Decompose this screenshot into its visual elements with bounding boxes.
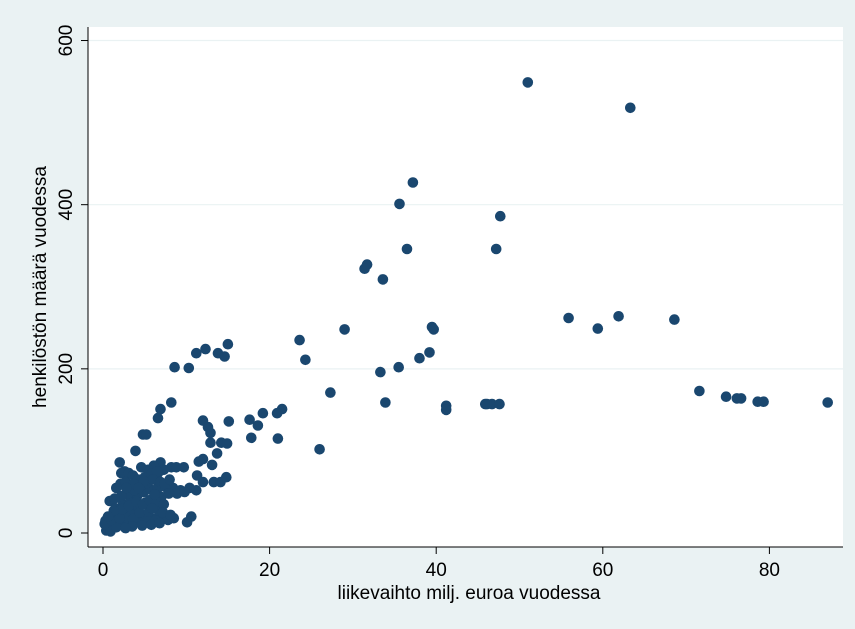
data-point xyxy=(294,334,305,346)
grid-lines xyxy=(88,39,843,370)
x-tick-label: 20 xyxy=(259,560,280,581)
data-point xyxy=(206,459,218,471)
data-point xyxy=(146,519,157,531)
data-point xyxy=(154,517,165,529)
data-point xyxy=(393,361,405,373)
data-point xyxy=(163,488,175,499)
x-tick-label: 80 xyxy=(759,560,780,581)
data-point xyxy=(141,429,152,440)
data-points xyxy=(99,77,833,537)
data-point xyxy=(171,462,182,473)
x-tick-label: 0 xyxy=(98,560,109,581)
data-point xyxy=(401,243,413,255)
data-point xyxy=(625,102,636,114)
data-point xyxy=(165,509,176,521)
data-point xyxy=(494,398,505,410)
data-point xyxy=(339,324,350,335)
data-point xyxy=(133,482,145,494)
data-point xyxy=(375,366,386,378)
data-point xyxy=(246,432,257,444)
data-point xyxy=(121,482,132,494)
x-axis-ticks: 0 20 40 60 80 xyxy=(98,547,780,581)
data-point xyxy=(120,522,131,534)
data-point xyxy=(563,312,574,324)
data-point xyxy=(191,347,202,359)
x-tick-label: 40 xyxy=(426,560,447,581)
data-point xyxy=(158,499,170,510)
data-point xyxy=(758,396,769,408)
data-point xyxy=(244,414,255,426)
data-point xyxy=(130,445,141,457)
data-point xyxy=(481,398,493,410)
data-point xyxy=(257,407,269,419)
data-point xyxy=(219,351,230,362)
data-point xyxy=(178,462,190,473)
data-point xyxy=(197,476,209,488)
data-point xyxy=(169,361,180,373)
y-tick-label: 600 xyxy=(56,25,77,57)
data-point xyxy=(407,177,419,188)
data-point xyxy=(221,438,233,449)
data-point xyxy=(179,486,190,498)
data-point xyxy=(694,385,705,397)
data-point xyxy=(325,387,336,398)
data-point xyxy=(193,456,205,467)
data-point xyxy=(221,471,232,483)
x-axis-title: liikevaihto milj. euroa vuodessa xyxy=(338,583,601,604)
data-point xyxy=(300,354,311,366)
data-point xyxy=(149,489,160,500)
data-point xyxy=(440,404,452,416)
data-point xyxy=(211,448,223,459)
data-point xyxy=(495,210,506,222)
data-point xyxy=(394,198,405,210)
data-point xyxy=(424,347,435,358)
data-point xyxy=(183,362,195,374)
data-point xyxy=(205,427,216,439)
data-point xyxy=(592,323,604,334)
plot-area xyxy=(88,27,843,547)
data-point xyxy=(522,77,534,88)
data-point xyxy=(181,517,193,528)
data-point xyxy=(822,397,833,408)
data-point xyxy=(146,503,158,514)
data-point xyxy=(272,433,284,444)
data-point xyxy=(155,403,166,415)
data-point xyxy=(252,420,264,431)
data-point xyxy=(191,485,202,496)
data-point xyxy=(735,393,747,404)
data-point xyxy=(166,397,177,408)
data-point xyxy=(720,391,732,403)
data-point xyxy=(134,507,145,518)
data-point xyxy=(223,416,235,427)
data-point xyxy=(669,314,680,325)
y-tick-label: 200 xyxy=(56,353,77,385)
data-point xyxy=(152,412,164,424)
data-point xyxy=(114,512,125,524)
data-point xyxy=(490,243,502,255)
data-point xyxy=(377,274,389,285)
data-point xyxy=(114,457,125,468)
data-point xyxy=(271,407,283,419)
data-point xyxy=(116,467,127,479)
data-point xyxy=(428,324,440,335)
data-point xyxy=(222,338,234,350)
data-point xyxy=(314,444,325,455)
data-point xyxy=(102,511,114,522)
data-point xyxy=(109,493,120,504)
y-tick-label: 400 xyxy=(56,189,77,221)
y-axis-title: henkilöstön määrä vuodessa xyxy=(30,166,51,408)
data-point xyxy=(151,466,163,477)
x-tick-label: 60 xyxy=(592,560,613,581)
data-point xyxy=(414,352,425,364)
data-point xyxy=(359,263,370,275)
y-tick-label: 0 xyxy=(56,528,77,539)
data-point xyxy=(613,311,624,322)
y-axis-ticks: 0 200 400 600 xyxy=(56,25,88,539)
data-point xyxy=(200,343,211,355)
data-point xyxy=(380,397,391,408)
data-point xyxy=(164,474,175,485)
data-point xyxy=(205,437,216,449)
data-point xyxy=(136,520,148,531)
